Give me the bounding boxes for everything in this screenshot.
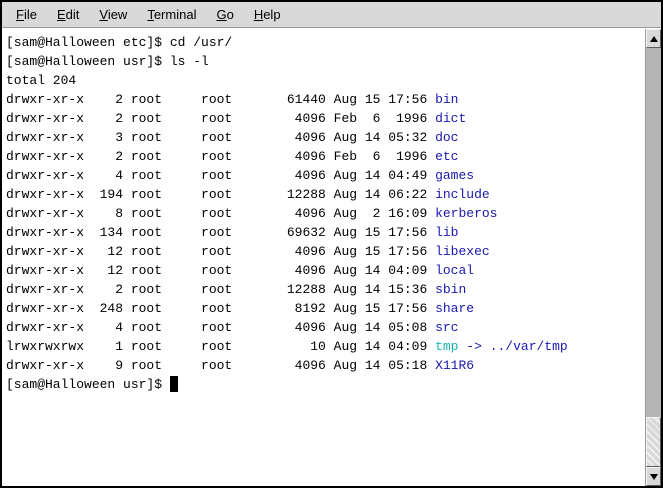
terminal-line: drwxr-xr-x 12 root root 4096 Aug 15 17:5… [6, 242, 645, 261]
menu-item-go[interactable]: Go [216, 7, 234, 22]
directory-name: kerberos [435, 206, 498, 221]
directory-name: bin [435, 92, 459, 107]
directory-name: sbin [435, 282, 467, 297]
directory-name: libexec [435, 244, 490, 259]
terminal-text: drwxr-xr-x 2 root root 61440 Aug 15 17:5… [6, 92, 436, 107]
terminal-line: drwxr-xr-x 4 root root 4096 Aug 14 05:08… [6, 318, 645, 337]
block-cursor [169, 375, 178, 392]
terminal-line: drwxr-xr-x 2 root root 4096 Feb 6 1996 d… [6, 109, 645, 128]
directory-name: local [435, 263, 475, 278]
terminal-screen[interactable]: [sam@Halloween etc]$ cd /usr/ [sam@Hallow… [2, 29, 645, 486]
terminal-line: [sam@Halloween usr]$ ls -l [6, 52, 645, 71]
directory-name: X11R6 [435, 358, 475, 373]
terminal-text: drwxr-xr-x 12 root root 4096 Aug 15 17:5… [6, 244, 436, 259]
menu-bar: File Edit View Terminal Go Help [2, 2, 661, 28]
terminal-line: total 204 [6, 71, 645, 90]
terminal-text: drwxr-xr-x 4 root root 4096 Aug 14 04:49 [6, 168, 436, 183]
terminal-line: drwxr-xr-x 134 root root 69632 Aug 15 17… [6, 223, 645, 242]
menu-item-terminal[interactable]: Terminal [147, 7, 197, 22]
terminal-line: drwxr-xr-x 4 root root 4096 Aug 14 04:49… [6, 166, 645, 185]
terminal-text: drwxr-xr-x 3 root root 4096 Aug 14 05:32 [6, 130, 436, 145]
terminal-line: drwxr-xr-x 2 root root 4096 Feb 6 1996 e… [6, 147, 645, 166]
terminal-text: total 204 [6, 73, 77, 88]
terminal-line: drwxr-xr-x 2 root root 61440 Aug 15 17:5… [6, 90, 645, 109]
menu-item-view[interactable]: View [99, 7, 128, 22]
terminal-text: drwxr-xr-x 9 root root 4096 Aug 14 05:18 [6, 358, 436, 373]
scroll-up-icon [649, 35, 658, 42]
scroll-up-button[interactable] [646, 29, 661, 48]
terminal-text: drwxr-xr-x 12 root root 4096 Aug 14 04:0… [6, 263, 436, 278]
terminal-text: drwxr-xr-x 248 root root 8192 Aug 15 17:… [6, 301, 436, 316]
terminal-line: [sam@Halloween etc]$ cd /usr/ [6, 33, 645, 52]
terminal-line: drwxr-xr-x 248 root root 8192 Aug 15 17:… [6, 299, 645, 318]
scrollbar-thumb[interactable] [646, 417, 661, 467]
directory-name: etc [435, 149, 459, 164]
scrollbar[interactable] [645, 29, 661, 486]
terminal-text: drwxr-xr-x 2 root root 12288 Aug 14 15:3… [6, 282, 436, 297]
terminal-output: [sam@Halloween etc]$ cd /usr/ [sam@Hallow… [6, 33, 645, 394]
menu-item-edit[interactable]: Edit [56, 7, 80, 22]
terminal-text: drwxr-xr-x 194 root root 12288 Aug 14 06… [6, 187, 436, 202]
terminal-line: drwxr-xr-x 3 root root 4096 Aug 14 05:32… [6, 128, 645, 147]
terminal-text: drwxr-xr-x 8 root root 4096 Aug 2 16:09 [6, 206, 436, 221]
directory-name: src [435, 320, 459, 335]
terminal-line: drwxr-xr-x 12 root root 4096 Aug 14 04:0… [6, 261, 645, 280]
scroll-down-button[interactable] [646, 467, 661, 486]
directory-name: share [435, 301, 475, 316]
terminal-line: drwxr-xr-x 2 root root 12288 Aug 14 15:3… [6, 280, 645, 299]
scrollbar-trough[interactable] [646, 48, 661, 467]
directory-name: lib [435, 225, 459, 240]
menu-item-file[interactable]: File [16, 7, 37, 22]
scroll-down-icon [649, 473, 658, 480]
terminal-text: [sam@Halloween usr]$ ls -l [6, 54, 209, 69]
directory-name: games [435, 168, 475, 183]
terminal-line: drwxr-xr-x 9 root root 4096 Aug 14 05:18… [6, 356, 645, 375]
symlink-name: tmp [435, 339, 459, 354]
terminal-line: drwxr-xr-x 8 root root 4096 Aug 2 16:09 … [6, 204, 645, 223]
terminal-text: drwxr-xr-x 4 root root 4096 Aug 14 05:08 [6, 320, 436, 335]
terminal-line: [sam@Halloween usr]$ [6, 375, 645, 394]
terminal-text: lrwxrwxrwx 1 root root 10 Aug 14 04:09 [6, 339, 436, 354]
terminal-line: drwxr-xr-x 194 root root 12288 Aug 14 06… [6, 185, 645, 204]
terminal-text: drwxr-xr-x 2 root root 4096 Feb 6 1996 [6, 149, 436, 164]
directory-name: doc [435, 130, 459, 145]
directory-name: -> ../var/tmp [458, 339, 568, 354]
terminal-text: drwxr-xr-x 134 root root 69632 Aug 15 17… [6, 225, 436, 240]
directory-name: include [435, 187, 490, 202]
terminal-text: drwxr-xr-x 2 root root 4096 Feb 6 1996 [6, 111, 436, 126]
directory-name: dict [435, 111, 467, 126]
terminal-text: [sam@Halloween etc]$ cd /usr/ [6, 35, 233, 50]
terminal-line: lrwxrwxrwx 1 root root 10 Aug 14 04:09 t… [6, 337, 645, 356]
terminal-text: [sam@Halloween usr]$ [6, 377, 170, 392]
menu-item-help[interactable]: Help [253, 7, 281, 22]
